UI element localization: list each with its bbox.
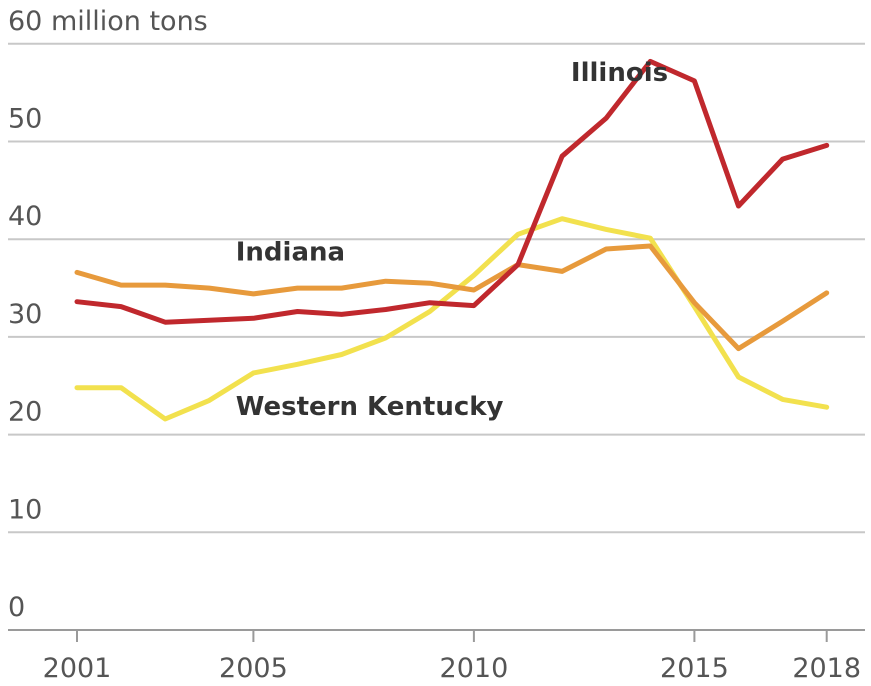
y-axis-label: 60 million tons: [8, 6, 208, 37]
y-tick-labels: 0 10 20 30 40 50: [8, 104, 42, 624]
series-label-indiana: Indiana: [236, 238, 345, 268]
series-line-indiana: [74, 243, 830, 352]
y-tick-label: 10: [8, 494, 42, 525]
series-labels: Illinois Indiana Western Kentucky: [236, 58, 668, 422]
x-axis: 2001 2005 2010 2015 2018: [8, 629, 865, 684]
x-tick-label: 2001: [43, 653, 112, 684]
series-label-western-kentucky: Western Kentucky: [236, 392, 504, 422]
series-lines: [74, 58, 830, 422]
series-label-illinois: Illinois: [571, 58, 668, 88]
y-tick-label: 0: [8, 592, 25, 623]
y-tick-label: 40: [8, 201, 42, 232]
grid-lines: [8, 42, 865, 534]
y-tick-label: 20: [8, 397, 42, 428]
y-tick-label: 50: [8, 104, 42, 135]
series-line-western-kentucky: [74, 216, 830, 422]
y-tick-label: 30: [8, 299, 42, 330]
x-tick-label: 2005: [219, 653, 288, 684]
series-line-illinois: [74, 58, 830, 325]
x-tick-label: 2018: [792, 653, 861, 684]
x-tick-label: 2015: [660, 653, 729, 684]
x-tick-label: 2010: [440, 653, 509, 684]
